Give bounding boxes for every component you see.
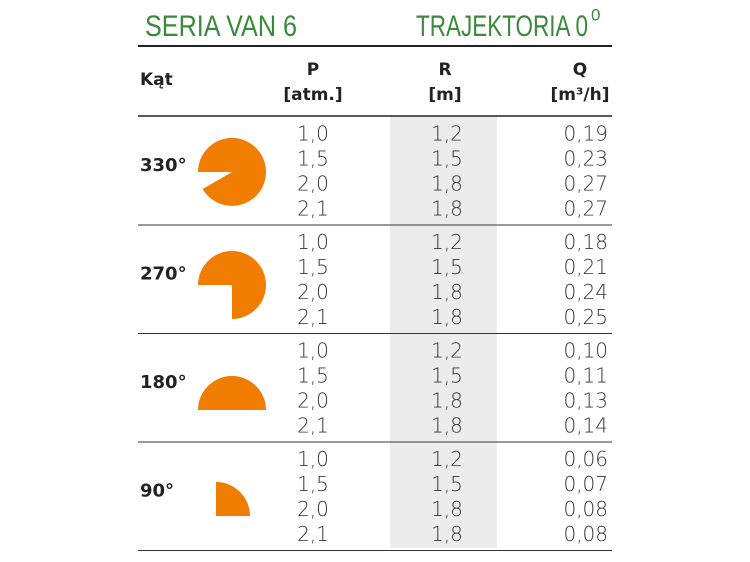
cell: 2,1 bbox=[297, 197, 329, 221]
icon-180 bbox=[198, 376, 266, 410]
angle-icons bbox=[197, 137, 266, 516]
icon-90 bbox=[216, 482, 250, 516]
icon-270 bbox=[198, 251, 266, 319]
angle-label: 270° bbox=[140, 264, 187, 285]
cell: 2,1 bbox=[297, 522, 329, 546]
cell: 0,27 bbox=[563, 197, 608, 221]
cell: 1,5 bbox=[297, 364, 329, 388]
cell: 2,0 bbox=[297, 389, 329, 413]
cell: 0,14 bbox=[563, 414, 608, 438]
col-header: Kąt bbox=[140, 70, 173, 90]
cell: 0,08 bbox=[563, 497, 608, 521]
cell: 1,5 bbox=[297, 472, 329, 496]
cell: 1,0 bbox=[297, 447, 329, 471]
cell: 2,1 bbox=[297, 414, 329, 438]
cell: 1,0 bbox=[297, 122, 329, 146]
subtitle: TRAJEKTORIA 0 bbox=[416, 10, 588, 43]
cell: 1,8 bbox=[431, 389, 463, 413]
cell: 1,8 bbox=[431, 497, 463, 521]
column-shade bbox=[390, 116, 497, 548]
col-unit: [m] bbox=[428, 85, 461, 105]
cell: 0,25 bbox=[563, 305, 608, 329]
title: SERIA VAN 6 bbox=[145, 10, 297, 43]
col-header: P bbox=[307, 60, 319, 80]
cell: 1,8 bbox=[431, 305, 463, 329]
cell: 2,0 bbox=[297, 497, 329, 521]
angle-label: 330° bbox=[140, 155, 187, 176]
cell: 1,0 bbox=[297, 339, 329, 363]
cell: 0,08 bbox=[563, 522, 608, 546]
cell: 1,5 bbox=[431, 472, 463, 496]
cell: 0,13 bbox=[563, 389, 608, 413]
cell: 0,27 bbox=[563, 172, 608, 196]
cell: 1,5 bbox=[431, 255, 463, 279]
col-header: Q bbox=[573, 60, 587, 80]
col-header: R bbox=[438, 60, 451, 80]
cell: 1,8 bbox=[431, 197, 463, 221]
cell: 1,8 bbox=[431, 414, 463, 438]
cell: 1,8 bbox=[431, 280, 463, 304]
col-unit: [m³/h] bbox=[550, 85, 609, 105]
cell: 0,18 bbox=[563, 230, 608, 254]
cell: 1,8 bbox=[431, 172, 463, 196]
cell: 2,0 bbox=[297, 172, 329, 196]
cell: 1,0 bbox=[297, 230, 329, 254]
cell: 0,06 bbox=[563, 447, 608, 471]
cell: 1,5 bbox=[297, 147, 329, 171]
icon-330 bbox=[197, 137, 266, 206]
cell: 0,07 bbox=[563, 472, 608, 496]
cell: 2,1 bbox=[297, 305, 329, 329]
cell: 1,8 bbox=[431, 522, 463, 546]
cell: 1,5 bbox=[297, 255, 329, 279]
cell: 1,2 bbox=[431, 339, 463, 363]
angle-label: 90° bbox=[140, 481, 174, 502]
cell: 2,0 bbox=[297, 280, 329, 304]
cell: 1,2 bbox=[431, 122, 463, 146]
cell: 1,2 bbox=[431, 230, 463, 254]
col-unit: [atm.] bbox=[283, 85, 342, 105]
subtitle-sup: 0 bbox=[591, 5, 600, 24]
cell: 1,2 bbox=[431, 447, 463, 471]
cell: 0,19 bbox=[563, 122, 608, 146]
cell: 1,5 bbox=[431, 364, 463, 388]
angle-label: 180° bbox=[140, 372, 187, 393]
cell: 0,23 bbox=[563, 147, 608, 171]
cell: 0,10 bbox=[563, 339, 608, 363]
cell: 0,24 bbox=[563, 280, 608, 304]
cell: 1,5 bbox=[431, 147, 463, 171]
cell: 0,11 bbox=[563, 364, 608, 388]
cell: 0,21 bbox=[563, 255, 608, 279]
